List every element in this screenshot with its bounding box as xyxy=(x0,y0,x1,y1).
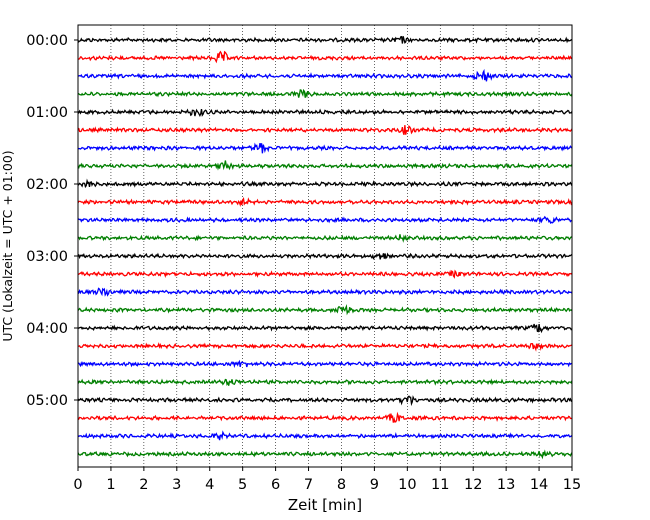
trace-line xyxy=(77,378,573,386)
trace-line xyxy=(77,124,573,136)
trace-line xyxy=(77,68,573,82)
x-tick-label: 5 xyxy=(238,477,247,493)
trace-line xyxy=(77,342,573,352)
trace-line xyxy=(77,430,573,441)
x-tick-label: 8 xyxy=(337,477,346,493)
y-axis-label: UTC (Lokalzeit = UTC + 01:00) xyxy=(0,150,15,341)
trace-line xyxy=(77,108,573,118)
x-axis: 0 1 2 3 4 5 6 7 8 9 10 11 12 13 14 15 xyxy=(73,467,581,493)
trace-line xyxy=(77,197,573,207)
trace-line xyxy=(77,287,573,297)
trace-line xyxy=(77,35,573,44)
y-tick-label: 05:00 xyxy=(26,393,68,409)
trace-line xyxy=(77,252,573,260)
plot-frame xyxy=(77,24,573,468)
trace-line xyxy=(77,160,573,171)
x-tick-label: 0 xyxy=(73,477,82,493)
trace-line xyxy=(77,50,573,64)
x-tick-label: 10 xyxy=(398,477,416,493)
trace-line xyxy=(77,234,573,243)
trace-line xyxy=(77,395,573,407)
y-tick-label: 03:00 xyxy=(26,249,68,265)
trace-line xyxy=(77,359,573,369)
x-tick-label: 14 xyxy=(530,477,548,493)
x-tick-label: 1 xyxy=(106,477,115,493)
x-axis-label: Zeit [min] xyxy=(288,496,362,514)
x-tick-label: 12 xyxy=(464,477,482,493)
x-tick-label: 13 xyxy=(497,477,515,493)
x-tick-label: 7 xyxy=(304,477,313,493)
y-tick-label: 04:00 xyxy=(26,321,68,337)
trace-line xyxy=(77,142,573,154)
trace-line xyxy=(77,178,573,189)
trace-line xyxy=(77,88,573,99)
trace-group xyxy=(77,35,573,460)
x-tick-label: 6 xyxy=(271,477,280,493)
trace-line xyxy=(77,411,573,423)
trace-line xyxy=(77,269,573,279)
x-tick-label: 2 xyxy=(139,477,148,493)
trace-line xyxy=(77,449,573,460)
y-tick-label: 00:00 xyxy=(26,33,68,49)
y-axis: 00:00 01:00 02:00 03:00 04:00 05:00 xyxy=(26,33,78,409)
y-tick-label: 01:00 xyxy=(26,105,68,121)
x-tick-label: 9 xyxy=(370,477,379,493)
y-tick-label: 02:00 xyxy=(26,177,68,193)
trace-line xyxy=(77,323,573,334)
x-tick-label: 3 xyxy=(172,477,181,493)
x-tick-label: 15 xyxy=(563,477,581,493)
x-tick-label: 11 xyxy=(431,477,449,493)
trace-line xyxy=(77,215,573,225)
x-tick-label: 4 xyxy=(205,477,214,493)
trace-line xyxy=(77,304,573,316)
